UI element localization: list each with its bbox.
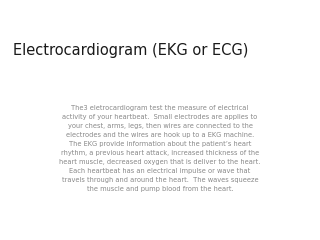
Text: Electrocardiogram (EKG or ECG): Electrocardiogram (EKG or ECG) bbox=[13, 43, 248, 58]
Text: The3 eletrocardiogram test the measure of electrical
activity of your heartbeat.: The3 eletrocardiogram test the measure o… bbox=[59, 105, 261, 192]
